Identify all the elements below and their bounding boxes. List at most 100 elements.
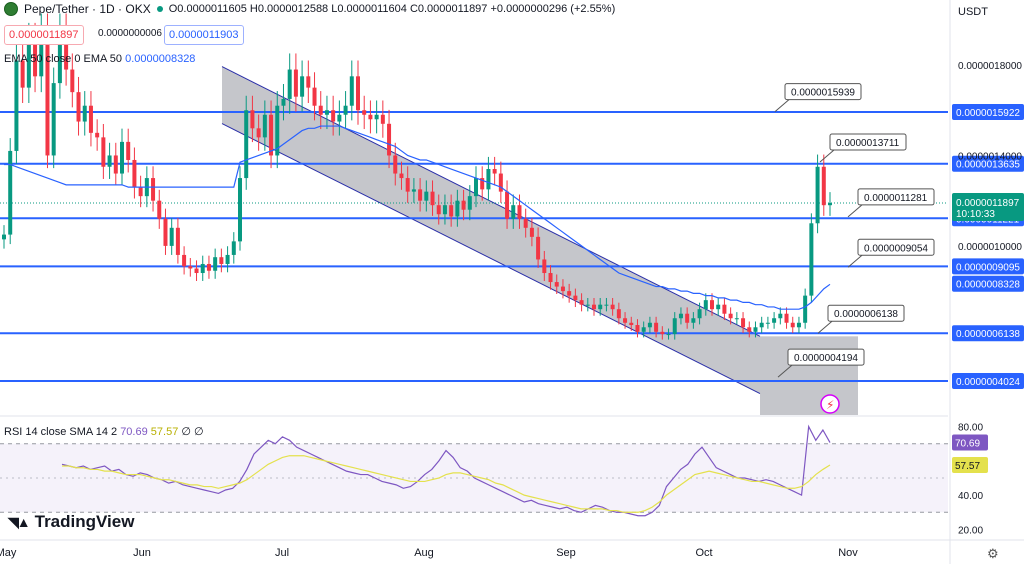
candle-body-127 [790, 322, 795, 328]
candle-body-119 [741, 318, 746, 328]
candle-body-80 [498, 173, 503, 192]
candle-body-3 [20, 60, 25, 88]
rsi-pane [0, 424, 948, 517]
candle-body-89 [554, 282, 559, 287]
level-tag-1 [952, 155, 1024, 172]
time-tick-3: Aug [414, 547, 434, 559]
candle-body-59 [368, 114, 373, 120]
candle-body-123 [765, 322, 770, 324]
callout-box-0 [784, 83, 862, 101]
buy-button[interactable]: 0.0000011903 [164, 25, 244, 45]
time-tick-4: Sep [556, 547, 576, 559]
candle-body-124 [772, 318, 777, 323]
candle-body-17 [107, 155, 112, 167]
candle-body-40 [250, 110, 255, 129]
callout-box-2 [857, 188, 935, 206]
descending-channel: ⚡ [221, 66, 858, 415]
candle-body-112 [697, 309, 702, 319]
candle-body-74 [461, 200, 466, 210]
channel-extension [760, 336, 858, 415]
candle-body-50 [312, 87, 317, 106]
candle-body-98 [610, 304, 615, 310]
candle-body-118 [734, 318, 739, 320]
candle-body-41 [256, 128, 261, 138]
candle-body-14 [88, 105, 93, 133]
rsi-legend-extra: ∅ ∅ [181, 426, 204, 438]
channel-lower-line [221, 123, 761, 394]
rsi-legend[interactable]: RSI 14 close SMA 14 2 70.69 57.57 ∅ ∅ [4, 425, 204, 438]
candle-body-111 [691, 318, 696, 323]
candle-body-54 [337, 114, 342, 122]
candle-body-13 [82, 105, 87, 122]
candle-body-101 [629, 322, 634, 326]
time-axis: May Jun Jul Aug Sep Oct Nov [0, 547, 858, 559]
candle-body-9 [57, 31, 62, 84]
current-price-tag [952, 193, 1024, 222]
candle-body-109 [678, 313, 683, 319]
callout-box-3 [857, 238, 935, 256]
price-axis: 0.00000159220.00000136350.00000112210.00… [952, 61, 1024, 536]
callout-label-5: 0.0000004194 [794, 353, 858, 364]
candle-body-10 [64, 31, 69, 70]
candle-body-21 [132, 159, 137, 188]
rsi-value-tag [952, 434, 988, 451]
callout-label-1: 0.0000013711 [836, 138, 900, 149]
candle-body-128 [796, 322, 801, 328]
price-callouts: 0.0000015939 0.0000013711 0.0000011281 0.00… [774, 83, 935, 378]
candle-body-0 [2, 234, 6, 240]
rsi-sma-tag [952, 457, 988, 474]
candle-body-91 [567, 291, 572, 296]
ema-line [4, 125, 831, 310]
candle-body-95 [592, 304, 596, 310]
candle-body-63 [393, 155, 398, 174]
candle-body-31 [194, 268, 199, 274]
channel-fill [222, 66, 760, 394]
candle-body-131 [815, 166, 820, 224]
ema-legend[interactable]: EMA 50 close 0 EMA 50 0.0000008328 [4, 53, 195, 65]
ema-axis-tag [952, 275, 1024, 292]
candle-body-43 [269, 114, 274, 156]
settings-gear-icon[interactable]: ⚙ [987, 546, 999, 561]
candle-body-97 [604, 304, 609, 306]
candle-body-45 [281, 98, 286, 106]
candle-body-85 [529, 227, 534, 237]
rsi-tick-1: 40.00 [958, 491, 983, 502]
candle-body-69 [430, 191, 435, 206]
candle-body-76 [474, 178, 478, 197]
candle-body-7 [45, 31, 50, 156]
current-price-label: 0.0000011897 [956, 198, 1020, 209]
candle-body-121 [753, 327, 758, 332]
candle-body-27 [169, 227, 174, 246]
ema-axis-label: 0.0000008328 [956, 280, 1020, 291]
callout-box-1 [829, 133, 907, 151]
currency-label[interactable]: USDT [958, 6, 988, 18]
callout-label-3: 0.0000009054 [864, 243, 928, 254]
level-tag-3 [952, 258, 1024, 275]
candle-body-81 [505, 191, 510, 219]
candle-body-102 [635, 325, 640, 332]
candle-body-8 [51, 83, 56, 156]
candle-body-11 [70, 69, 75, 93]
tradingview-logo[interactable]: ◥▲ TradingView [8, 512, 134, 532]
candle-body-113 [703, 300, 708, 310]
sell-button[interactable]: 0.0000011897 [4, 25, 84, 45]
candle-body-106 [660, 331, 665, 335]
time-tick-6: Nov [838, 547, 858, 559]
rsi-line [61, 424, 831, 517]
level-tag-label-3: 0.0000009095 [956, 262, 1020, 273]
candle-body-72 [449, 205, 454, 217]
candle-body-100 [623, 318, 628, 323]
candle-body-12 [76, 92, 81, 122]
candle-body-52 [324, 110, 329, 115]
rsi-legend-value: 70.69 [120, 426, 148, 438]
candle-body-56 [349, 76, 354, 106]
price-tick-1: 0.0000014000 [958, 151, 1022, 162]
candle-body-29 [182, 254, 187, 267]
candle-body-32 [200, 263, 205, 274]
symbol-title[interactable]: Pepe/Tether · 1D · OKX [24, 2, 151, 16]
candle-body-126 [784, 313, 789, 323]
time-tick-1: Jun [133, 547, 151, 559]
candle-body-78 [486, 169, 491, 190]
candle-body-64 [399, 173, 404, 179]
